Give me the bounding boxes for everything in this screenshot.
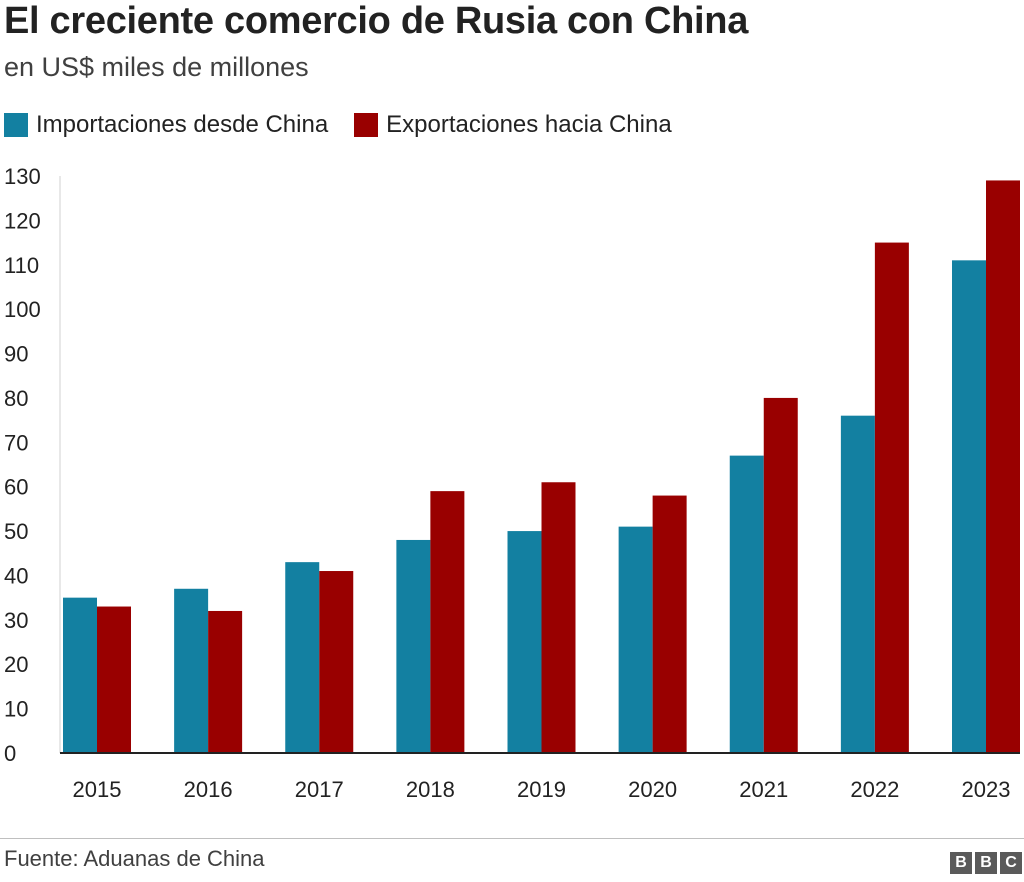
y-tick-label: 80 bbox=[4, 386, 28, 411]
bbc-logo: B B C bbox=[947, 852, 1022, 874]
y-tick-label: 90 bbox=[4, 342, 28, 367]
x-tick-label: 2016 bbox=[184, 777, 233, 802]
x-tick-label: 2021 bbox=[739, 777, 788, 802]
logo-letter-b1: B bbox=[950, 852, 972, 874]
logo-letter-c: C bbox=[1000, 852, 1022, 874]
bar-exports bbox=[763, 397, 798, 753]
legend-label-imports: Importaciones desde China bbox=[36, 111, 329, 138]
bar-exports bbox=[97, 606, 131, 753]
bar-imports bbox=[618, 526, 653, 753]
x-tick-label: 2017 bbox=[295, 777, 344, 802]
x-tick-label: 2019 bbox=[517, 777, 566, 802]
bar-imports bbox=[63, 597, 97, 753]
legend-swatch-imports bbox=[4, 113, 28, 137]
y-tick-label: 120 bbox=[4, 208, 41, 233]
y-tick-label: 110 bbox=[4, 253, 39, 278]
bar-exports bbox=[986, 180, 1020, 753]
y-tick-label: 60 bbox=[4, 475, 28, 500]
y-tick-label: 40 bbox=[4, 563, 28, 588]
bar-imports bbox=[396, 539, 431, 753]
y-tick-label: 0 bbox=[4, 741, 16, 766]
bar-exports bbox=[208, 610, 243, 753]
y-tick-label: 70 bbox=[4, 430, 28, 455]
bar-imports bbox=[840, 415, 875, 753]
bar-exports bbox=[874, 242, 909, 754]
y-tick-label: 50 bbox=[4, 519, 28, 544]
legend-item-exports: Exportaciones hacia China bbox=[354, 111, 672, 139]
bar-exports bbox=[652, 495, 687, 753]
source-note: Fuente: Aduanas de China bbox=[4, 846, 265, 871]
bar-imports bbox=[507, 531, 542, 753]
logo-letter-b2: B bbox=[975, 852, 997, 874]
footer-divider bbox=[0, 838, 1024, 839]
bar-imports bbox=[174, 588, 209, 753]
legend: Importaciones desde China Exportaciones … bbox=[4, 110, 698, 140]
x-tick-label: 2015 bbox=[73, 777, 122, 802]
bar-imports bbox=[285, 562, 320, 753]
x-tick-label: 2022 bbox=[850, 777, 899, 802]
y-tick-label: 20 bbox=[4, 652, 28, 677]
bar-exports bbox=[430, 491, 465, 753]
y-tick-label: 10 bbox=[4, 697, 28, 722]
bar-chart: 0 10 20 30 40 50 60 70 80 90 100 110 120 130 2015 2016 2… bbox=[4, 164, 1020, 802]
y-tick-label: 100 bbox=[4, 297, 41, 322]
chart-title: El creciente comercio de Rusia con China bbox=[4, 0, 749, 42]
legend-swatch-exports bbox=[354, 113, 379, 137]
y-tick-label: 30 bbox=[4, 608, 28, 633]
y-tick-label: 130 bbox=[4, 164, 41, 189]
x-tick-label: 2023 bbox=[962, 777, 1011, 802]
chart-subtitle: en US$ miles de millones bbox=[4, 52, 309, 82]
legend-label-exports: Exportaciones hacia China bbox=[386, 111, 672, 138]
bar-imports bbox=[729, 455, 764, 753]
bar-exports bbox=[319, 571, 354, 753]
x-tick-label: 2020 bbox=[628, 777, 677, 802]
bar-imports bbox=[952, 260, 986, 753]
bar-exports bbox=[541, 482, 576, 753]
legend-item-imports: Importaciones desde China bbox=[4, 111, 328, 139]
x-tick-label: 2018 bbox=[406, 777, 455, 802]
